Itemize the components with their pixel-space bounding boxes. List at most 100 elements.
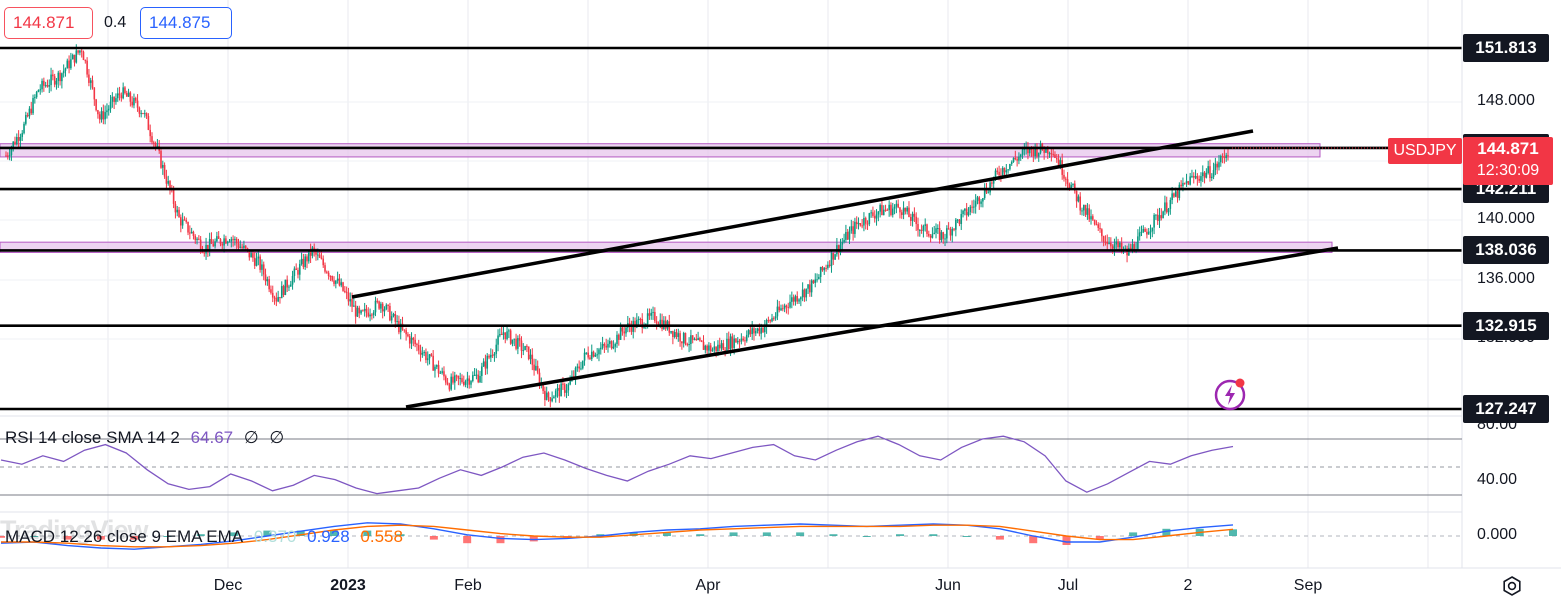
candle-body-38 — [73, 54, 76, 63]
date-axis-label: Sep — [1293, 577, 1323, 594]
candle-body-104 — [192, 231, 195, 236]
candle-body-468 — [848, 230, 851, 240]
candle-body-287 — [522, 350, 525, 352]
candle-body-578 — [1046, 147, 1049, 154]
candle-body-113 — [208, 238, 211, 251]
candle-body-80 — [149, 129, 151, 137]
candle-body-545 — [987, 192, 990, 194]
candle-body-153 — [280, 286, 283, 299]
candle-body-125 — [230, 239, 233, 242]
candle-body-466 — [845, 232, 847, 240]
candle-body-328 — [596, 354, 598, 356]
candle-body-541 — [980, 201, 982, 204]
candle-body-236 — [430, 354, 433, 356]
candle-body-478 — [866, 223, 869, 225]
candle-body-10 — [23, 123, 25, 134]
candle-body-437 — [792, 297, 795, 302]
candle-body-406 — [736, 340, 739, 343]
date-axis-label: 2023 — [330, 577, 366, 594]
candle-body-179 — [327, 272, 330, 277]
candle-body-407 — [738, 340, 741, 342]
candle-body-656 — [1187, 181, 1190, 185]
candle-body-454 — [823, 268, 826, 271]
candle-body-399 — [724, 350, 726, 352]
candle-body-21 — [43, 80, 45, 86]
candle-body-205 — [374, 300, 377, 313]
candle-body-39 — [75, 50, 78, 63]
candle-body-241 — [439, 372, 442, 374]
candle-body-472 — [855, 221, 858, 225]
candle-body-177 — [324, 265, 326, 272]
macd-hist-bar-10 — [329, 530, 338, 536]
candle-body-97 — [180, 217, 182, 226]
candle-body-198 — [362, 310, 364, 312]
rsi-legend[interactable]: RSI 14 close SMA 14 2 64.67 ∅ ∅ — [5, 428, 290, 448]
candle-body-608 — [1101, 229, 1103, 237]
candle-body-560 — [1014, 157, 1017, 160]
candle-body-610 — [1104, 241, 1107, 243]
candle-body-563 — [1019, 154, 1022, 157]
candle-body-616 — [1115, 241, 1118, 245]
candle-body-389 — [706, 345, 708, 351]
candle-body-74 — [138, 107, 141, 114]
candle-body-451 — [818, 276, 820, 280]
candle-body-307 — [558, 387, 561, 397]
candle-body-136 — [250, 253, 252, 258]
macd-hist-bar-31 — [1029, 536, 1038, 544]
candle-body-674 — [1219, 156, 1222, 163]
candle-body-255 — [464, 381, 467, 385]
candle-body-543 — [983, 188, 986, 199]
candle-body-352 — [639, 318, 642, 320]
alert-lightning-icon[interactable] — [1214, 377, 1248, 411]
candle-body-224 — [408, 336, 411, 344]
chart-settings-gear-icon[interactable] — [1500, 574, 1524, 598]
candle-body-283 — [515, 338, 517, 349]
candle-body-439 — [796, 296, 799, 302]
candle-body-664 — [1201, 172, 1204, 177]
candle-body-68 — [127, 92, 130, 97]
candle-body-112 — [207, 244, 209, 251]
candle-body-658 — [1191, 175, 1193, 177]
candle-body-194 — [354, 305, 357, 317]
candle-body-207 — [378, 301, 380, 309]
candle-body-229 — [417, 345, 420, 351]
candle-body-419 — [760, 327, 762, 334]
candle-body-456 — [827, 264, 829, 269]
candle-body-617 — [1117, 241, 1119, 248]
candle-body-100 — [185, 220, 188, 222]
macd-legend[interactable]: MACD 12 26 close 9 EMA EMA 0.370 0.928 0… — [5, 527, 409, 547]
candle-body-148 — [271, 292, 274, 298]
candle-body-609 — [1102, 236, 1105, 242]
candle-body-299 — [544, 390, 546, 400]
candle-body-2 — [8, 155, 11, 157]
candle-body-11 — [25, 115, 27, 124]
candle-body-304 — [553, 396, 555, 399]
candle-body-192 — [351, 299, 353, 307]
bid-price-button[interactable]: 144.871 — [4, 7, 93, 39]
candle-body-184 — [336, 278, 339, 281]
candle-body-6 — [16, 137, 18, 145]
candle-body-522 — [946, 228, 948, 239]
macd-hist-bar-12 — [396, 534, 405, 536]
candle-body-385 — [699, 338, 701, 341]
candle-body-94 — [174, 203, 177, 213]
candle-body-53 — [100, 111, 103, 120]
candle-body-357 — [648, 313, 651, 316]
macd-hist-bar-9 — [296, 530, 305, 536]
candle-body-120 — [221, 243, 224, 246]
candle-body-63 — [118, 93, 121, 96]
candle-body-298 — [542, 384, 544, 391]
candle-body-264 — [481, 366, 483, 376]
candle-body-462 — [837, 245, 840, 253]
ask-price-button[interactable]: 144.875 — [140, 7, 232, 39]
candle-body-303 — [551, 398, 553, 402]
candle-body-515 — [933, 232, 936, 235]
candle-body-240 — [437, 365, 440, 374]
candle-body-507 — [918, 229, 921, 231]
candle-body-645 — [1167, 208, 1170, 213]
candle-body-655 — [1185, 181, 1188, 184]
macd-hist-bar-13 — [429, 536, 438, 540]
candle-body-631 — [1142, 229, 1145, 232]
candle-body-378 — [686, 343, 689, 346]
candle-body-661 — [1196, 176, 1199, 180]
